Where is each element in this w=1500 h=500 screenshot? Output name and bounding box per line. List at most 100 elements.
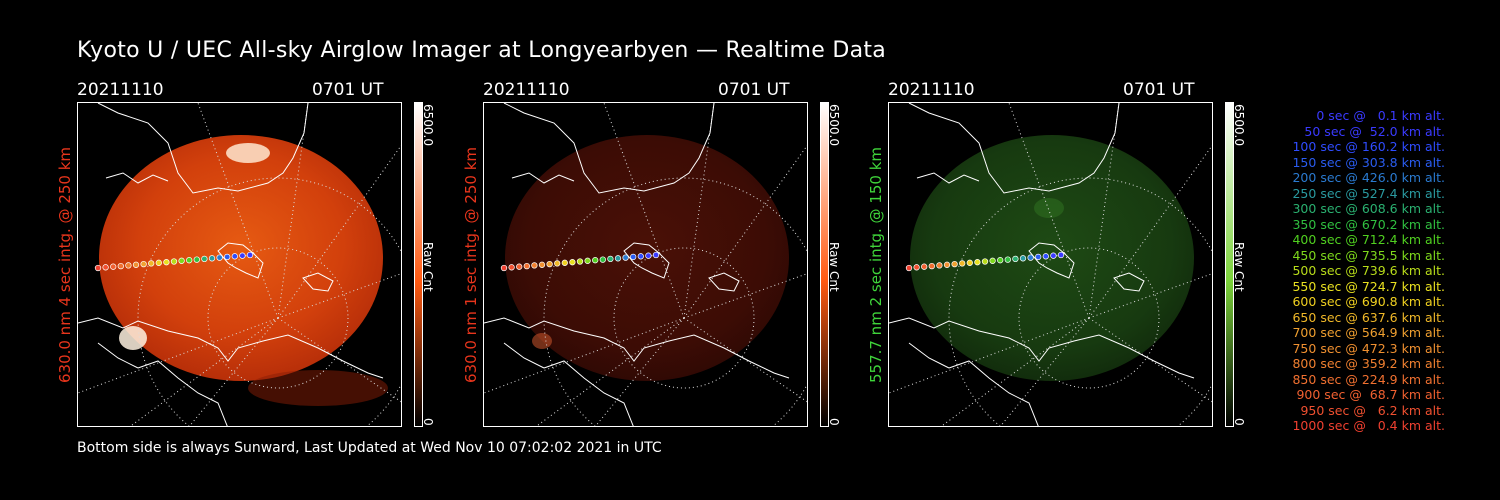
track-point [1042, 253, 1049, 260]
track-point [913, 264, 920, 271]
track-legend: 0 sec @ 0.1 km alt. 50 sec @ 52.0 km alt.… [1255, 108, 1445, 434]
track-point [951, 260, 958, 268]
track-point [508, 264, 515, 271]
track-point [125, 262, 132, 269]
panel-time: 0701 UT [312, 80, 384, 100]
track-point [630, 253, 637, 261]
track-point [989, 257, 996, 264]
track-point [1050, 252, 1057, 259]
track-point [1004, 256, 1011, 263]
legend-row: 550 sec @ 724.7 km alt. [1292, 278, 1445, 294]
legend-row: 850 sec @ 224.9 km alt. [1292, 371, 1445, 387]
track-point [216, 254, 223, 261]
legend-row: 200 sec @ 426.0 km alt. [1292, 170, 1445, 185]
panel-time: 0701 UT [1123, 80, 1195, 100]
legend-row: 100 sec @ 160.2 km alt. [1292, 139, 1445, 154]
legend-row: 750 sec @ 472.3 km alt. [1292, 340, 1445, 356]
track-point [178, 257, 185, 264]
allsky-image [483, 102, 808, 427]
track-point [201, 255, 208, 263]
track-point [117, 262, 124, 270]
legend-row: 50 sec @ 52.0 km alt. [1304, 123, 1445, 139]
track-point [546, 260, 553, 268]
track-point [1057, 251, 1065, 259]
channel-label: 557.7 nm 2 sec intg. @ 150 km [867, 146, 885, 383]
track-point [645, 252, 652, 259]
colorbar [414, 102, 423, 427]
legend-row: 950 sec @ 6.2 km alt. [1300, 402, 1445, 418]
track-point [637, 253, 644, 260]
track-point [516, 263, 523, 270]
track-point [966, 259, 973, 266]
track-point [102, 264, 109, 271]
colorbar [820, 102, 829, 427]
track-point [500, 264, 508, 272]
allsky-image [77, 102, 402, 427]
track-point [928, 262, 935, 270]
track-point [569, 259, 576, 266]
track-point [1019, 255, 1027, 262]
track-point [1035, 253, 1042, 261]
track-point [959, 260, 966, 267]
track-point [584, 257, 591, 264]
track-point [538, 261, 546, 268]
legend-row: 350 sec @ 670.2 km alt. [1292, 216, 1445, 232]
track-point [622, 254, 629, 261]
legend-row: 500 sec @ 739.6 km alt. [1292, 263, 1445, 278]
colorbar [1225, 102, 1234, 427]
track-point [155, 259, 162, 266]
track-point [224, 253, 231, 261]
track-point [905, 264, 913, 272]
track-point [554, 260, 561, 267]
track-point [523, 262, 530, 270]
track-point [607, 255, 614, 263]
track-point [163, 259, 170, 266]
legend-row: 400 sec @ 712.4 km alt. [1292, 232, 1445, 247]
track-point [186, 257, 193, 264]
track-point [239, 252, 246, 259]
track-point [599, 256, 606, 263]
track-point [981, 258, 989, 265]
airglow-panel-1: 20211110 0701 UT 630.0 nm 4 sec intg. @ 25… [56, 80, 437, 430]
track-point [1012, 255, 1019, 263]
track-point [132, 261, 140, 268]
track-point [170, 258, 178, 265]
legend-row: 0 sec @ 0.1 km alt. [1316, 108, 1445, 123]
track-point [974, 259, 981, 266]
track-point [246, 251, 254, 259]
panel-time: 0701 UT [718, 80, 790, 100]
track-point [110, 263, 117, 270]
panel-date: 20211110 [888, 80, 975, 100]
track-point [576, 258, 584, 265]
legend-row: 700 sec @ 564.9 km alt. [1292, 325, 1445, 340]
legend-row: 150 sec @ 303.8 km alt. [1292, 154, 1445, 170]
panel-date: 20211110 [77, 80, 164, 100]
channel-label: 630.0 nm 4 sec intg. @ 250 km [56, 146, 74, 383]
legend-row: 900 sec @ 68.7 km alt. [1296, 387, 1445, 402]
track-point [1027, 254, 1034, 261]
track-point [921, 263, 928, 270]
track-point [936, 262, 943, 269]
allsky-image [888, 102, 1213, 427]
track-point [140, 260, 147, 268]
track-point [208, 255, 216, 262]
track-point [652, 251, 660, 259]
track-point [148, 260, 155, 267]
track-point [561, 259, 568, 266]
airglow-panel-2: 20211110 0701 UT 630.0 nm 1 sec intg. @ 25… [462, 80, 843, 430]
track-point [943, 261, 951, 268]
legend-row: 800 sec @ 359.2 km alt. [1292, 356, 1445, 371]
track-point [531, 262, 538, 269]
track-point [592, 257, 599, 264]
track-point [94, 264, 102, 272]
legend-row: 600 sec @ 690.8 km alt. [1292, 294, 1445, 309]
track-point [997, 257, 1004, 264]
legend-row: 450 sec @ 735.5 km alt. [1292, 247, 1445, 263]
track-point [231, 253, 238, 260]
channel-label: 630.0 nm 1 sec intg. @ 250 km [462, 146, 480, 383]
airglow-panel-3: 20211110 0701 UT 557.7 nm 2 sec intg. @ 15… [867, 80, 1248, 430]
legend-row: 1000 sec @ 0.4 km alt. [1292, 418, 1445, 433]
track-point [614, 255, 622, 262]
legend-row: 650 sec @ 637.6 km alt. [1292, 309, 1445, 325]
track-point [193, 256, 200, 263]
